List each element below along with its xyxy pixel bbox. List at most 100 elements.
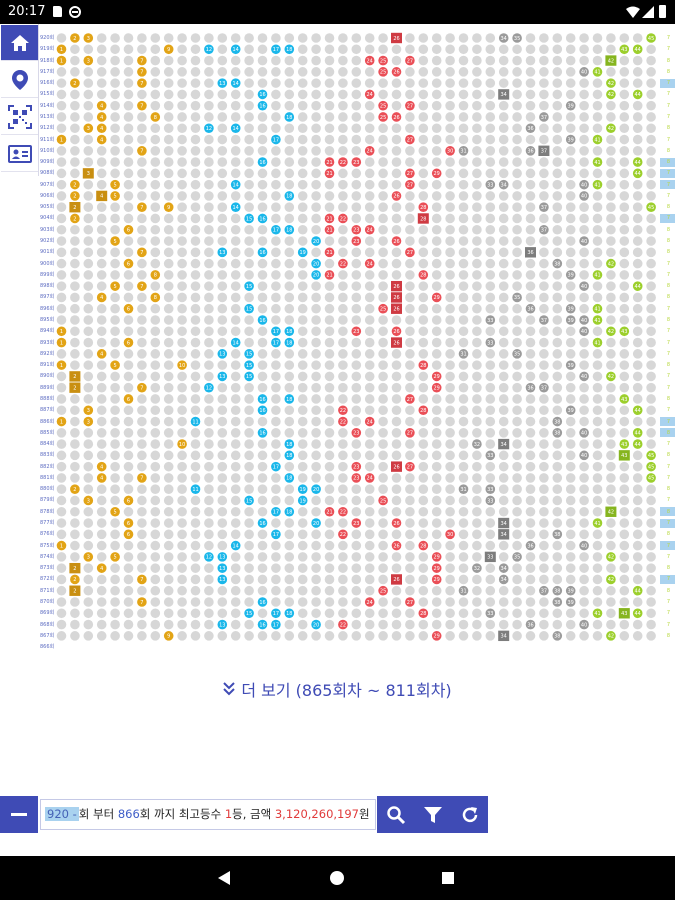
- ball-number-label: 28: [420, 543, 426, 549]
- empty-number-cell: [458, 247, 469, 258]
- empty-number-cell: [539, 281, 549, 291]
- empty-number-cell: [619, 100, 630, 111]
- empty-number-cell: [204, 608, 214, 619]
- round-label: 901회: [40, 249, 55, 256]
- empty-number-cell: [311, 157, 321, 167]
- row-highlight-marker: [660, 168, 675, 178]
- round-label: 914회: [40, 102, 55, 109]
- refresh-button[interactable]: [451, 796, 488, 833]
- empty-number-cell: [606, 179, 616, 190]
- empty-number-cell: [150, 258, 161, 269]
- round-label: 920회: [40, 35, 55, 41]
- ball-number-label: 33: [487, 555, 493, 561]
- empty-number-cell: [632, 78, 643, 88]
- empty-number-cell: [311, 100, 321, 111]
- empty-number-cell: [56, 428, 67, 438]
- empty-number-cell: [297, 270, 308, 280]
- minus-button[interactable]: [0, 796, 38, 833]
- drawn-number-ball: [257, 619, 268, 630]
- ball-number-label: 23: [353, 329, 359, 335]
- empty-number-cell: [351, 585, 362, 596]
- empty-number-cell: [96, 326, 107, 337]
- empty-number-cell: [632, 597, 643, 607]
- empty-number-cell: [123, 157, 134, 167]
- empty-number-cell: [137, 484, 147, 495]
- ball-number-label: 13: [219, 352, 225, 358]
- empty-number-cell: [592, 371, 603, 382]
- empty-number-cell: [297, 337, 308, 348]
- empty-number-cell: [472, 123, 482, 134]
- recents-button[interactable]: [437, 867, 459, 889]
- drawn-number-ball: [338, 213, 348, 224]
- empty-number-cell: [150, 224, 161, 235]
- back-button[interactable]: [213, 867, 235, 889]
- empty-number-cell: [565, 179, 576, 190]
- home-nav-button[interactable]: [326, 867, 348, 889]
- empty-number-cell: [512, 78, 522, 88]
- from-round-input[interactable]: 920 -: [45, 807, 79, 821]
- empty-number-cell: [311, 213, 321, 224]
- empty-number-cell: [472, 191, 482, 201]
- empty-number-cell: [257, 44, 268, 55]
- home-button[interactable]: [1, 25, 38, 61]
- search-button[interactable]: [377, 796, 414, 833]
- empty-number-cell: [498, 416, 509, 427]
- empty-number-cell: [204, 157, 214, 167]
- empty-number-cell: [257, 349, 268, 359]
- empty-number-cell: [405, 405, 415, 416]
- empty-number-cell: [244, 574, 254, 585]
- contact-card-button[interactable]: [1, 136, 38, 172]
- round-label: 916회: [40, 80, 55, 87]
- location-button[interactable]: [1, 62, 38, 98]
- empty-number-cell: [458, 202, 469, 212]
- empty-number-cell: [418, 134, 429, 145]
- empty-number-cell: [217, 439, 228, 449]
- ball-number-label: 39: [568, 408, 574, 414]
- empty-number-cell: [83, 371, 94, 382]
- empty-number-cell: [96, 360, 107, 370]
- round-label: 882회: [40, 463, 55, 470]
- empty-number-cell: [150, 315, 161, 325]
- empty-number-cell: [632, 360, 643, 370]
- show-more-button[interactable]: 더 보기 (865회차 ~ 811회차): [0, 676, 675, 702]
- drawn-number-ball: [96, 473, 107, 483]
- empty-number-cell: [592, 552, 603, 562]
- empty-number-cell: [539, 574, 549, 585]
- empty-number-cell: [485, 394, 496, 404]
- empty-number-cell: [445, 371, 455, 382]
- empty-number-cell: [271, 495, 281, 506]
- ball-number-label: 20: [313, 273, 319, 279]
- empty-number-cell: [525, 55, 536, 66]
- empty-number-cell: [351, 258, 362, 269]
- empty-number-cell: [150, 247, 161, 258]
- empty-number-cell: [405, 270, 415, 280]
- empty-number-cell: [217, 518, 228, 528]
- empty-number-cell: [137, 315, 147, 325]
- round-label: 868회: [40, 621, 55, 628]
- drawn-number-ball: [364, 146, 375, 156]
- empty-number-cell: [565, 439, 576, 449]
- filter-button[interactable]: [414, 796, 451, 833]
- empty-number-cell: [324, 461, 335, 472]
- empty-number-cell: [485, 416, 496, 427]
- empty-number-cell: [646, 585, 656, 596]
- empty-number-cell: [512, 473, 522, 483]
- qr-scan-button[interactable]: [1, 99, 38, 135]
- empty-number-cell: [190, 495, 201, 506]
- empty-number-cell: [83, 428, 94, 438]
- empty-number-cell: [177, 315, 187, 325]
- empty-number-cell: [96, 78, 107, 88]
- empty-number-cell: [70, 506, 80, 517]
- empty-number-cell: [606, 281, 616, 291]
- empty-number-cell: [338, 123, 348, 134]
- empty-number-cell: [123, 631, 134, 641]
- empty-number-cell: [472, 281, 482, 291]
- empty-number-cell: [257, 202, 268, 212]
- empty-number-cell: [458, 439, 469, 449]
- empty-number-cell: [297, 371, 308, 382]
- ball-number-label: 10: [179, 442, 185, 448]
- empty-number-cell: [472, 631, 482, 641]
- drawn-number-ball: [579, 67, 589, 77]
- empty-number-cell: [512, 360, 522, 370]
- empty-number-cell: [70, 405, 80, 416]
